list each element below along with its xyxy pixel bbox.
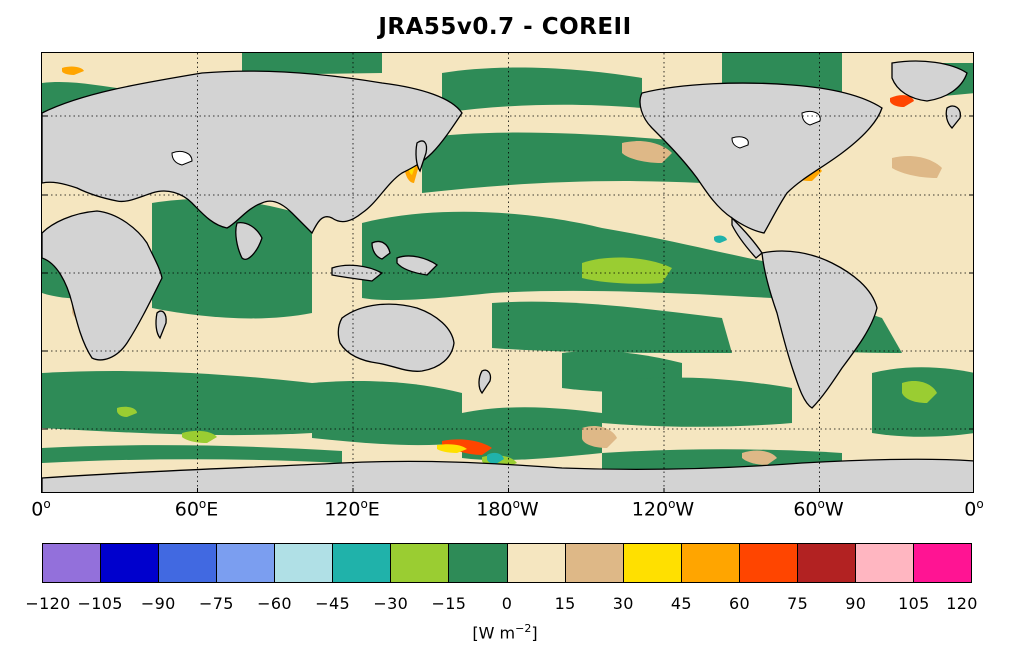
antarctica-land: [42, 458, 973, 492]
colorbar-swatch: [681, 544, 740, 582]
degree-symbol: o: [976, 497, 984, 511]
degree-symbol: o: [360, 497, 368, 511]
longitude-label: 120oW: [632, 497, 694, 520]
longitude-degree: 0: [964, 498, 977, 521]
tick-marks: [42, 115, 973, 492]
longitude-degree: 0: [31, 498, 44, 521]
india-land: [235, 222, 263, 260]
colorbar-swatch: [913, 544, 971, 582]
colorbar-swatch: [217, 544, 276, 582]
colorbar-tick-label: −120: [25, 594, 71, 613]
colorbar-swatch: [855, 544, 914, 582]
colorbar-tick-label: 45: [670, 594, 692, 613]
longitude-degree: 120: [324, 498, 361, 521]
colorbar-tick-label: −90: [140, 594, 176, 613]
colorbar: [42, 543, 972, 583]
land-masses: [42, 60, 973, 492]
colorbar-swatch: [391, 544, 450, 582]
units-prefix: [W m: [472, 623, 516, 643]
longitude-label: 120oE: [324, 497, 380, 520]
hemisphere-letter: E: [367, 498, 380, 521]
colorbar-tick-label: 15: [554, 594, 576, 613]
colorbar-swatch: [275, 544, 334, 582]
plot-title: JRA55v0.7 - COREII: [378, 14, 632, 40]
hemisphere-letter: W: [519, 498, 539, 521]
degree-symbol: o: [43, 497, 51, 511]
longitude-label: 60oW: [793, 497, 843, 520]
colorbar-tick-label: 75: [787, 594, 809, 613]
colorbar-swatch: [43, 544, 102, 582]
map-panel: [41, 52, 974, 493]
colorbar-tick-label: −30: [373, 594, 409, 613]
colorbar-tick-label: −105: [77, 594, 123, 613]
greenland-land: [891, 60, 968, 102]
north-america-land: [639, 82, 883, 234]
degree-symbol: o: [668, 497, 676, 511]
units-exponent: −2: [515, 622, 532, 635]
japan-land: [415, 140, 428, 173]
degree-symbol: o: [817, 497, 825, 511]
longitude-label: 60oE: [175, 497, 219, 520]
colorbar-tick-label: 60: [729, 594, 750, 613]
negative-45-regions: [487, 235, 727, 464]
small-lakes: [171, 110, 821, 166]
longitude-label: 0o: [31, 497, 50, 520]
colorbar-swatch: [623, 544, 682, 582]
colorbar-tick-label: −75: [199, 594, 234, 613]
colorbar-swatch: [101, 544, 160, 582]
longitude-degree: 120: [631, 498, 669, 521]
longitude-degree: 60: [793, 498, 818, 521]
colorbar-tick-label: −45: [315, 594, 350, 613]
colorbar-swatch: [159, 544, 218, 582]
colorbar-tick-label: 105: [898, 594, 930, 613]
colorbar-swatch: [739, 544, 798, 582]
central-america-land: [731, 216, 763, 259]
colorbar-tick-label: 120: [946, 594, 978, 613]
hemisphere-letter: W: [824, 498, 844, 521]
longitude-degree: 60: [174, 498, 199, 521]
longitude-label: 0o: [964, 497, 983, 520]
longitude-label: 180oW: [476, 497, 538, 520]
longitude-degree: 180: [476, 498, 513, 521]
colorbar-tick-label: 90: [845, 594, 867, 613]
south-america-land: [761, 250, 878, 409]
colorbar-swatch: [333, 544, 392, 582]
colorbar-swatch: [507, 544, 566, 582]
colorbar-tick-label: −60: [257, 594, 292, 613]
madagascar-land: [155, 310, 167, 340]
colorbar-tick-label: 30: [612, 594, 634, 613]
colorbar-swatch: [449, 544, 508, 582]
colorbar-tick-label: 0: [501, 594, 513, 613]
new-zealand-land: [478, 369, 492, 395]
hemisphere-letter: W: [675, 498, 695, 521]
colorbar-swatch: [565, 544, 624, 582]
colorbar-tick-label: −15: [431, 594, 467, 613]
africa-land: [42, 210, 163, 361]
units-suffix: ]: [531, 623, 538, 643]
negative-30-regions: [117, 257, 937, 469]
map-svg: [42, 53, 973, 492]
degree-symbol: o: [512, 497, 520, 511]
hemisphere-letter: E: [206, 498, 219, 521]
graticule: [42, 53, 973, 492]
degree-symbol: o: [198, 497, 207, 511]
australia-land: [337, 303, 455, 372]
colorbar-units: [W m−2]: [0, 622, 1010, 642]
colorbar-swatch: [797, 544, 856, 582]
